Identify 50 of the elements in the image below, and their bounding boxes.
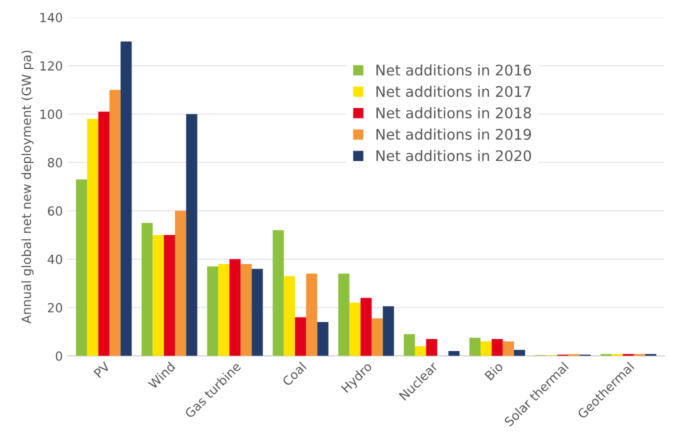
bar xyxy=(514,350,526,356)
bar xyxy=(317,322,328,356)
bar xyxy=(360,298,372,356)
bar xyxy=(426,338,438,356)
bar xyxy=(338,274,350,356)
bar xyxy=(272,230,284,356)
bar xyxy=(186,114,198,356)
bar xyxy=(240,264,252,356)
legend-label: Net additions in 2020 xyxy=(376,150,532,162)
bar xyxy=(372,318,383,356)
y-tick-label: 60 xyxy=(48,206,62,216)
bar xyxy=(76,179,88,356)
y-tick-label: 100 xyxy=(40,110,62,120)
bar xyxy=(164,234,175,356)
bar xyxy=(382,306,394,356)
bar xyxy=(448,351,460,356)
legend-label: Net additions in 2018 xyxy=(376,107,531,118)
bar xyxy=(87,118,98,356)
y-tick-label: 140 xyxy=(40,12,62,22)
bar xyxy=(98,112,110,356)
bar xyxy=(109,90,121,356)
legend-label: Net additions in 2019 xyxy=(376,128,531,140)
legend-label: Net additions in 2016 xyxy=(376,64,532,76)
bar xyxy=(480,341,492,356)
bar xyxy=(404,334,415,356)
bar xyxy=(469,338,481,356)
y-tick-label: 0 xyxy=(56,351,62,361)
bar xyxy=(349,302,361,356)
x-tick-label: PV xyxy=(94,361,111,378)
bar xyxy=(284,276,295,356)
bar xyxy=(492,338,503,356)
legend-label: Net additions in 2017 xyxy=(376,86,531,98)
y-tick-label: 20 xyxy=(48,302,62,312)
y-tick-label: 80 xyxy=(48,158,62,168)
bar xyxy=(306,274,318,356)
bar xyxy=(175,210,186,356)
y-axis-title: Annual global net new deployment (GW pa) xyxy=(21,50,34,324)
bar xyxy=(218,264,230,356)
bar xyxy=(502,341,514,356)
bar xyxy=(252,268,263,356)
y-tick-label: 40 xyxy=(48,254,62,264)
bar xyxy=(142,222,153,356)
bar xyxy=(229,259,241,356)
y-tick-label: 120 xyxy=(40,61,62,71)
bar xyxy=(152,234,164,356)
bar xyxy=(294,317,306,356)
x-tick-label: Bio xyxy=(484,361,504,381)
bar xyxy=(120,42,132,356)
bar xyxy=(207,266,218,356)
bar xyxy=(414,346,426,356)
